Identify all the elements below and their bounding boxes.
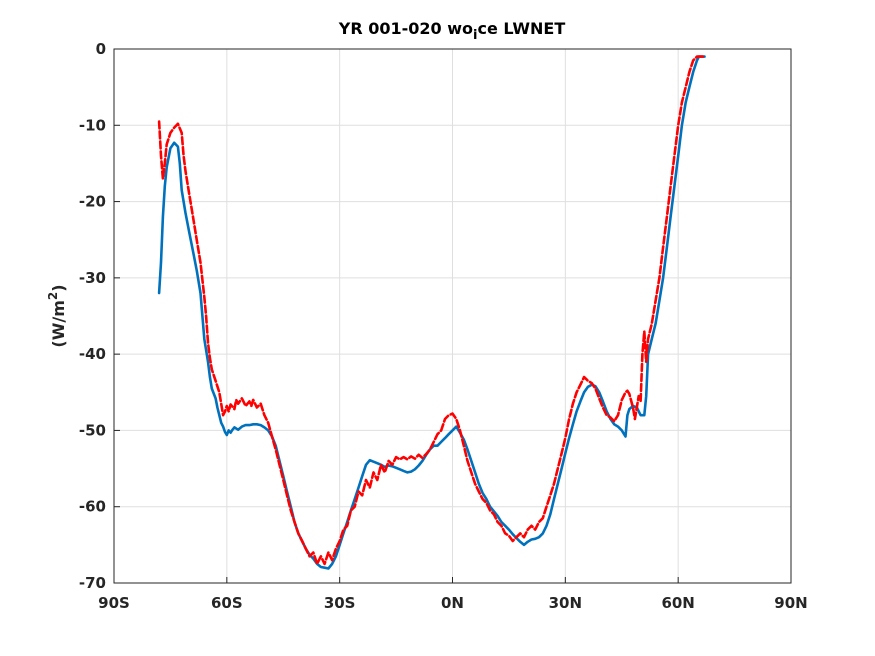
y-axis-ticks: 0 -10 -20 -30 -40 -50 -60 -70 — [79, 40, 120, 592]
y-axis-label-close: ) — [49, 284, 68, 291]
series-line-2 — [157, 55, 706, 566]
x-tick-label: 60S — [211, 594, 243, 612]
y-axis-label-main: (W/m — [49, 300, 68, 347]
chart-title-suffix: ce LWNET — [477, 19, 565, 38]
y-tick-label: -30 — [79, 269, 106, 287]
chart-title-subscript: i — [473, 28, 477, 43]
chart-title-prefix: YR 001-020 wo — [338, 19, 473, 38]
y-tick-label: -20 — [79, 193, 106, 211]
series-line-1 — [157, 55, 706, 570]
y-tick-label: -70 — [79, 574, 106, 592]
y-tick-label: -10 — [79, 116, 106, 134]
y-tick-label: -50 — [79, 421, 106, 439]
x-tick-label: 30N — [549, 594, 582, 612]
x-tick-label: 0N — [441, 594, 464, 612]
x-tick-label: 30S — [324, 594, 356, 612]
x-tick-label: 60N — [661, 594, 694, 612]
x-tick-label: 90N — [774, 594, 807, 612]
x-axis-ticks: 90S 60S 30S 0N 30N 60N 90N — [98, 577, 808, 612]
y-tick-label: -40 — [79, 345, 106, 363]
y-tick-label: -60 — [79, 498, 106, 516]
chart-title: YR 001-020 woice LWNET — [338, 19, 566, 43]
y-axis-label: (W/m2) — [46, 284, 68, 347]
y-axis-label-superscript: 2 — [46, 292, 60, 300]
series-lines — [157, 55, 706, 570]
y-tick-label: 0 — [96, 40, 106, 58]
x-tick-label: 90S — [98, 594, 130, 612]
